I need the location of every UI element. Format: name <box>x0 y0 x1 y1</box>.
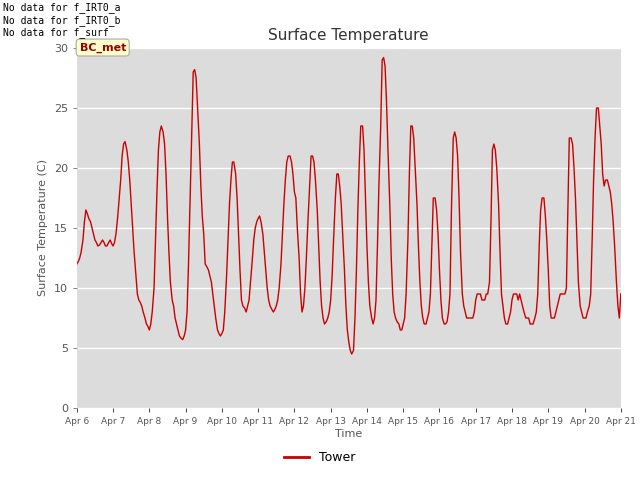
Tower <box>73 261 81 267</box>
Tower <box>554 303 561 309</box>
Legend: Tower: Tower <box>279 446 361 469</box>
Tower <box>380 55 387 60</box>
Tower <box>617 291 625 297</box>
Tower <box>174 327 182 333</box>
X-axis label: Time: Time <box>335 429 362 439</box>
Tower <box>88 225 96 231</box>
Tower <box>404 237 412 243</box>
Tower <box>386 201 394 207</box>
Line: Tower: Tower <box>77 58 621 354</box>
Text: No data for f_IRT0_a
No data for f_IRT0_b
No data for f_surf: No data for f_IRT0_a No data for f_IRT0_… <box>3 2 121 38</box>
Text: BC_met: BC_met <box>79 42 126 53</box>
Y-axis label: Surface Temperature (C): Surface Temperature (C) <box>38 159 48 297</box>
Tower <box>348 351 356 357</box>
Title: Surface Temperature: Surface Temperature <box>269 28 429 43</box>
Tower <box>416 279 424 285</box>
